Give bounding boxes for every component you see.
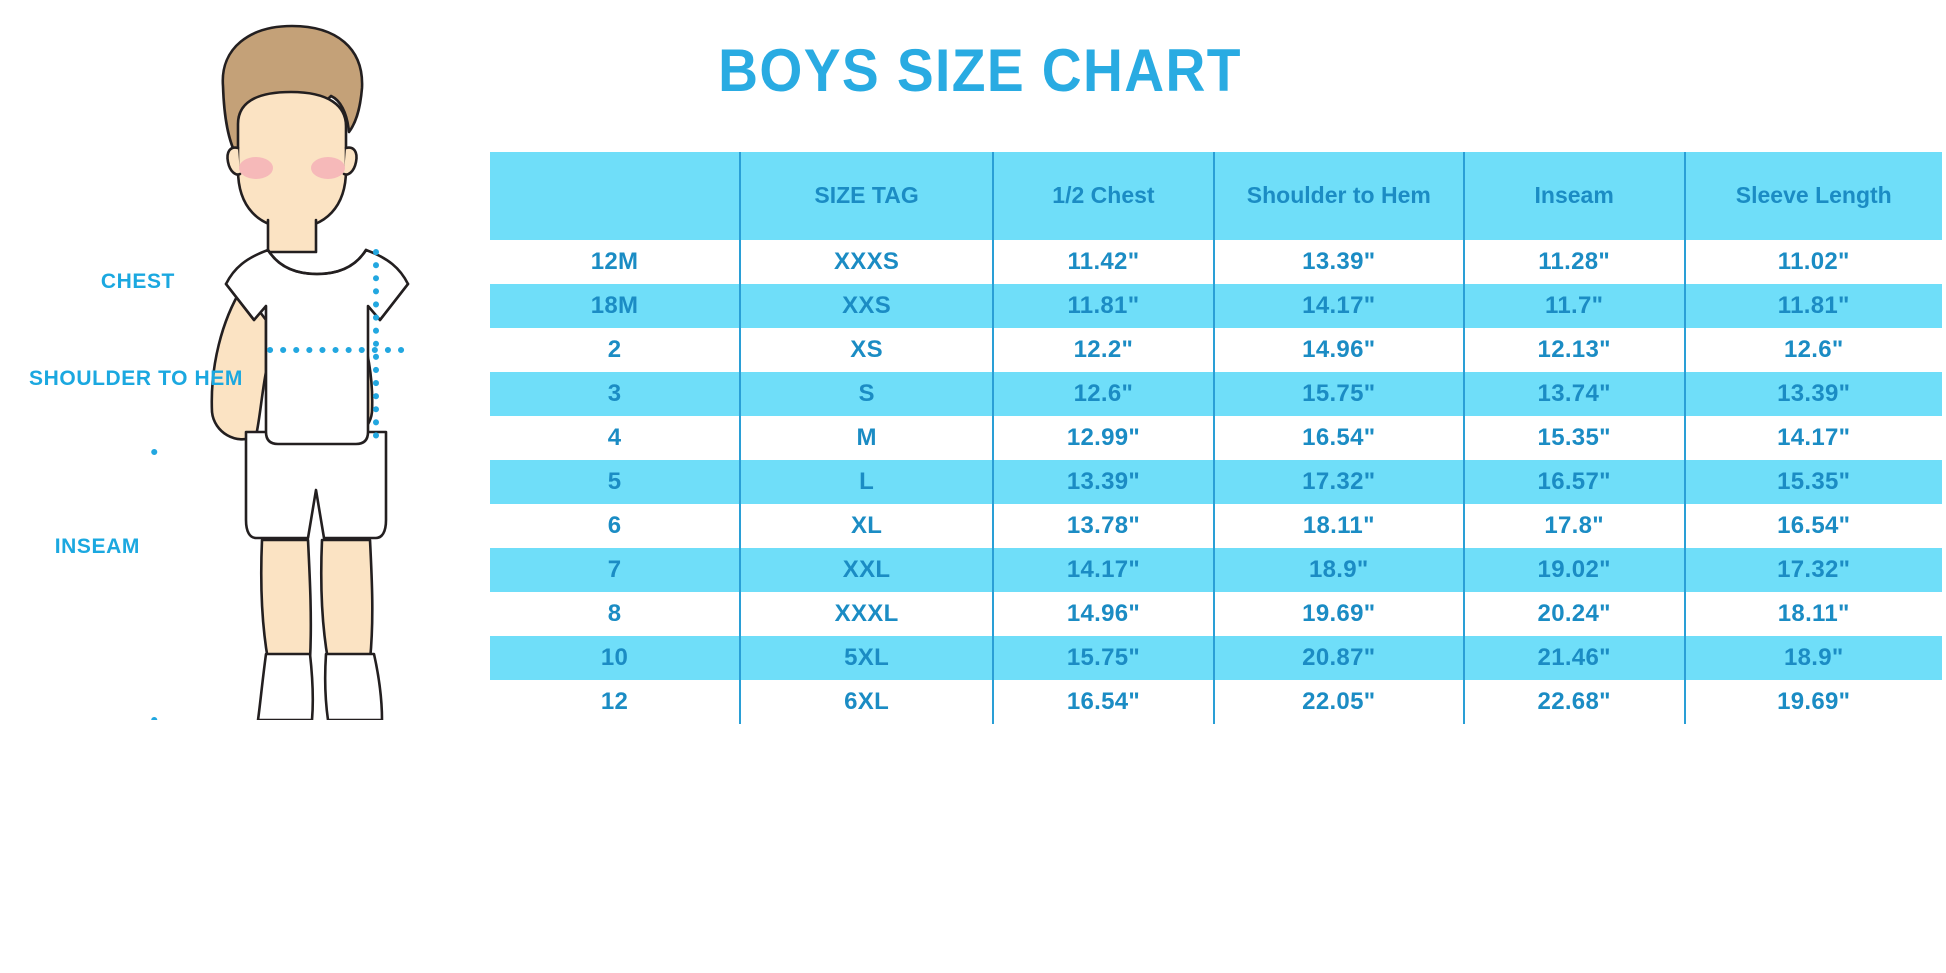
cell-sleeve-length: 19.69" [1683, 680, 1942, 724]
cell-sleeve-length: 11.02" [1683, 240, 1942, 284]
cell-size: 5 [490, 460, 741, 504]
column-header-size [490, 152, 741, 240]
column-header-sleeve-length: Sleeve Length [1683, 152, 1942, 240]
cell-inseam: 21.46" [1462, 636, 1685, 680]
cell-shoulder-to-hem: 17.32" [1212, 460, 1464, 504]
measurement-label-shoulder-to-hem: SHOULDER TO HEM [29, 367, 243, 390]
table-row: 3 S 12.6" 15.75" 13.74" 13.39" [490, 372, 1942, 416]
measurement-label-inseam: INSEAM [54, 535, 140, 558]
cell-sleeve-length: 18.9" [1683, 636, 1942, 680]
cell-shoulder-to-hem: 18.11" [1212, 504, 1464, 548]
cell-size-tag: 5XL [739, 636, 994, 680]
table-row: 5 L 13.39" 17.32" 16.57" 15.35" [490, 460, 1942, 504]
cell-size-tag: XXS [739, 284, 994, 328]
cell-half-chest: 12.99" [992, 416, 1214, 460]
cell-half-chest: 13.78" [992, 504, 1214, 548]
cell-inseam: 13.74" [1462, 372, 1685, 416]
cell-shoulder-to-hem: 16.54" [1212, 416, 1464, 460]
cell-size: 18M [490, 284, 741, 328]
cell-sleeve-length: 13.39" [1683, 372, 1942, 416]
cell-sleeve-length: 11.81" [1683, 284, 1942, 328]
table-header-row: SIZE TAG 1/2 Chest Shoulder to Hem Insea… [490, 152, 1942, 240]
cell-size-tag: XXL [739, 548, 994, 592]
column-header-shoulder-to-hem: Shoulder to Hem [1212, 152, 1464, 240]
cell-inseam: 15.35" [1462, 416, 1685, 460]
column-header-half-chest: 1/2 Chest [992, 152, 1214, 240]
table-row: 6 XL 13.78" 18.11" 17.8" 16.54" [490, 504, 1942, 548]
cell-sleeve-length: 15.35" [1683, 460, 1942, 504]
cell-sleeve-length: 16.54" [1683, 504, 1942, 548]
cell-half-chest: 14.17" [992, 548, 1214, 592]
cell-half-chest: 11.81" [992, 284, 1214, 328]
cell-sleeve-length: 14.17" [1683, 416, 1942, 460]
cell-inseam: 22.68" [1462, 680, 1685, 724]
cell-size: 4 [490, 416, 741, 460]
illustration-panel: CHEST SHOULDER TO HEM INSEAM [0, 0, 480, 973]
table-row: 7 XXL 14.17" 18.9" 19.02" 17.32" [490, 548, 1942, 592]
cell-sleeve-length: 18.11" [1683, 592, 1942, 636]
cell-half-chest: 12.2" [992, 328, 1214, 372]
cell-inseam: 11.7" [1462, 284, 1685, 328]
cell-half-chest: 12.6" [992, 372, 1214, 416]
size-chart-table-wrap: SIZE TAG 1/2 Chest Shoulder to Hem Insea… [490, 152, 1946, 724]
cell-size-tag: XS [739, 328, 994, 372]
cell-half-chest: 14.96" [992, 592, 1214, 636]
table-row: 12M XXXS 11.42" 13.39" 11.28" 11.02" [490, 240, 1942, 284]
cell-size-tag: XL [739, 504, 994, 548]
cell-inseam: 16.57" [1462, 460, 1685, 504]
cell-size-tag: L [739, 460, 994, 504]
size-chart-table: SIZE TAG 1/2 Chest Shoulder to Hem Insea… [490, 152, 1942, 724]
cell-size: 12M [490, 240, 741, 284]
table-row: 18M XXS 11.81" 14.17" 11.7" 11.81" [490, 284, 1942, 328]
cell-shoulder-to-hem: 22.05" [1212, 680, 1464, 724]
cell-inseam: 19.02" [1462, 548, 1685, 592]
table-row: 8 XXXL 14.96" 19.69" 20.24" 18.11" [490, 592, 1942, 636]
cell-half-chest: 15.75" [992, 636, 1214, 680]
cell-size: 2 [490, 328, 741, 372]
cell-size-tag: 6XL [739, 680, 994, 724]
column-header-inseam: Inseam [1462, 152, 1685, 240]
cell-size: 6 [490, 504, 741, 548]
cell-half-chest: 11.42" [992, 240, 1214, 284]
cell-size: 3 [490, 372, 741, 416]
cell-shoulder-to-hem: 15.75" [1212, 372, 1464, 416]
cell-inseam: 11.28" [1462, 240, 1685, 284]
cell-shoulder-to-hem: 20.87" [1212, 636, 1464, 680]
cell-shoulder-to-hem: 14.96" [1212, 328, 1464, 372]
table-row: 4 M 12.99" 16.54" 15.35" 14.17" [490, 416, 1942, 460]
cell-inseam: 17.8" [1462, 504, 1685, 548]
cell-size-tag: XXXL [739, 592, 994, 636]
measurement-label-chest: CHEST [100, 270, 175, 293]
page-title: BOYS SIZE CHART [718, 37, 1242, 104]
cell-size-tag: M [739, 416, 994, 460]
cell-shoulder-to-hem: 19.69" [1212, 592, 1464, 636]
column-header-size-tag: SIZE TAG [739, 152, 994, 240]
cell-shoulder-to-hem: 18.9" [1212, 548, 1464, 592]
cell-size-tag: S [739, 372, 994, 416]
cell-inseam: 12.13" [1462, 328, 1685, 372]
table-row: 12 6XL 16.54" 22.05" 22.68" 19.69" [490, 680, 1942, 724]
cell-half-chest: 13.39" [992, 460, 1214, 504]
cell-size-tag: XXXS [739, 240, 994, 284]
cell-sleeve-length: 12.6" [1683, 328, 1942, 372]
table-body: 12M XXXS 11.42" 13.39" 11.28" 11.02" 18M XXS 11.… [490, 240, 1942, 724]
table-row: 10 5XL 15.75" 20.87" 21.46" 18.9" [490, 636, 1942, 680]
boy-figure-icon [150, 24, 415, 720]
cell-size: 8 [490, 592, 741, 636]
cell-sleeve-length: 17.32" [1683, 548, 1942, 592]
table-row: 2 XS 12.2" 14.96" 12.13" 12.6" [490, 328, 1942, 372]
cell-half-chest: 16.54" [992, 680, 1214, 724]
cell-shoulder-to-hem: 14.17" [1212, 284, 1464, 328]
cell-inseam: 20.24" [1462, 592, 1685, 636]
cell-size: 10 [490, 636, 741, 680]
cell-size: 12 [490, 680, 741, 724]
cell-size: 7 [490, 548, 741, 592]
table-header: SIZE TAG 1/2 Chest Shoulder to Hem Insea… [490, 152, 1942, 240]
cell-shoulder-to-hem: 13.39" [1212, 240, 1464, 284]
